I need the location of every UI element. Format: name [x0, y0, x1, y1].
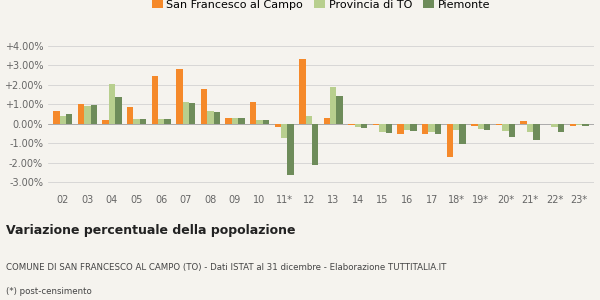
Legend: San Francesco al Campo, Provincia di TO, Piemonte: San Francesco al Campo, Provincia di TO,… [148, 0, 494, 14]
Bar [78, 104, 84, 124]
Bar [348, 124, 355, 125]
Bar [460, 124, 466, 144]
Bar [201, 89, 207, 124]
Bar [484, 124, 490, 130]
Bar [59, 116, 66, 124]
Bar [152, 76, 158, 124]
Bar [250, 102, 256, 124]
Bar [182, 102, 189, 124]
Bar [386, 124, 392, 133]
Bar [232, 118, 238, 124]
Bar [214, 112, 220, 124]
Bar [103, 120, 109, 124]
Bar [397, 124, 404, 134]
Bar [287, 124, 293, 175]
Bar [435, 124, 441, 134]
Bar [502, 124, 509, 131]
Bar [84, 106, 91, 124]
Text: (*) post-censimento: (*) post-censimento [6, 287, 92, 296]
Bar [133, 119, 140, 124]
Bar [312, 124, 318, 165]
Bar [446, 124, 453, 157]
Bar [238, 118, 245, 124]
Bar [330, 87, 337, 124]
Bar [509, 124, 515, 137]
Bar [551, 124, 558, 127]
Bar [164, 119, 171, 124]
Bar [281, 124, 287, 138]
Bar [422, 124, 428, 134]
Bar [299, 59, 305, 124]
Bar [569, 124, 576, 126]
Bar [379, 124, 386, 132]
Text: Variazione percentuale della popolazione: Variazione percentuale della popolazione [6, 224, 296, 237]
Bar [361, 124, 367, 128]
Bar [256, 120, 263, 124]
Bar [527, 124, 533, 132]
Bar [53, 111, 59, 124]
Bar [66, 114, 73, 124]
Bar [91, 105, 97, 124]
Bar [226, 118, 232, 124]
Bar [453, 124, 460, 130]
Bar [176, 69, 182, 124]
Bar [263, 120, 269, 124]
Bar [207, 111, 214, 124]
Bar [355, 124, 361, 127]
Bar [305, 116, 312, 124]
Bar [404, 124, 410, 130]
Bar [109, 84, 115, 124]
Bar [158, 119, 164, 124]
Bar [496, 124, 502, 125]
Bar [558, 124, 564, 132]
Text: COMUNE DI SAN FRANCESCO AL CAMPO (TO) - Dati ISTAT al 31 dicembre - Elaborazione: COMUNE DI SAN FRANCESCO AL CAMPO (TO) - … [6, 263, 446, 272]
Bar [373, 124, 379, 125]
Bar [127, 106, 133, 124]
Bar [275, 124, 281, 127]
Bar [115, 97, 122, 124]
Bar [520, 121, 527, 124]
Bar [140, 119, 146, 124]
Bar [189, 103, 196, 124]
Bar [576, 124, 583, 125]
Bar [478, 124, 484, 129]
Bar [583, 124, 589, 126]
Bar [410, 124, 416, 131]
Bar [428, 124, 435, 132]
Bar [337, 96, 343, 124]
Bar [533, 124, 539, 140]
Bar [324, 118, 330, 124]
Bar [471, 124, 478, 126]
